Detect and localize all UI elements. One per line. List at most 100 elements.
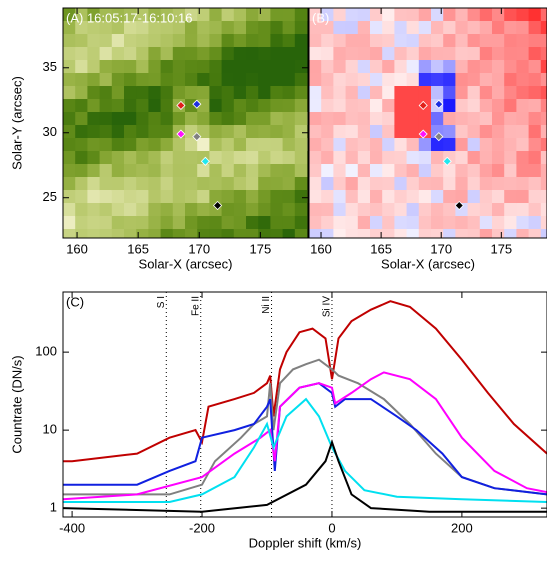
image-pixel [282,164,296,178]
image-pixel [233,60,247,74]
marker [442,156,452,166]
image-pixel [382,99,395,113]
image-pixel [540,73,547,87]
image-pixel [258,34,271,48]
image-pixel [282,216,296,230]
x-tick-label: 160 [66,241,88,256]
image-pixel [309,47,322,61]
image-pixel [479,138,493,152]
image-pixel [258,86,271,100]
image-pixel [516,164,530,178]
image-pixel [172,8,186,22]
image-pixel [431,8,444,22]
plot-frame [308,7,547,239]
image-pixel [467,229,481,239]
image-pixel [172,229,186,239]
marker [213,200,223,211]
image-pixel [99,216,113,230]
image-pixel [418,151,432,165]
image-pixel [516,138,530,152]
image-pixel [357,34,371,48]
image-pixel [370,8,383,22]
image-pixel [370,47,383,61]
image-pixel [160,34,174,48]
image-pixel [294,34,308,48]
image-pixel [185,164,198,178]
image-pixel [160,164,174,178]
image-pixel [479,164,493,178]
image-pixel [406,151,420,165]
image-pixel [370,229,383,239]
image-pixel [185,34,198,48]
image-pixel [382,8,395,22]
image-pixel [418,190,432,204]
image-pixel [172,177,186,191]
image-pixel [148,125,162,139]
image-pixel [87,73,101,87]
image-pixel [111,229,125,239]
image-pixel [99,34,113,48]
image-pixel [370,190,383,204]
image-pixel [357,229,371,239]
image-pixel [357,177,371,191]
image-pixel [111,112,125,126]
image-pixel [492,190,505,204]
image-pixel [443,73,456,87]
image-pixel [540,125,547,139]
image-pixel [528,112,542,126]
image-pixel [270,151,284,165]
image-pixel [528,138,542,152]
image-pixel [479,73,493,87]
image-pixel [479,47,493,61]
image-pixel [467,86,481,100]
image-panel [309,8,547,239]
image-pixel [333,73,347,87]
image-pixel [136,47,149,61]
image-pixel [124,177,137,191]
image-pixel [246,138,259,152]
image-pixel [333,21,347,35]
image-pixel [394,203,408,217]
image-pixel [370,177,383,191]
image-pixel [431,112,444,126]
image-pixel [63,34,76,48]
image-pixel [99,138,113,152]
image-pixel [370,151,383,165]
image-pixel [209,164,223,178]
image-pixel [63,73,76,87]
image-pixel [492,47,505,61]
image-pixel [345,34,359,48]
image-pixel [357,216,371,230]
image-pixel [540,190,547,204]
image-pixel [479,86,493,100]
image-pixel [357,112,371,126]
image-pixel [406,73,420,87]
image-pixel [382,203,395,217]
image-pixel [282,229,296,239]
image-pixel [540,203,547,217]
plot-frame [62,7,309,239]
image-pixel [455,151,469,165]
image-pixel [504,86,517,100]
image-pixel [455,138,469,152]
image-pixel [111,8,125,22]
image-pixel [75,151,88,165]
image-pixel [136,203,149,217]
image-pixel [282,203,296,217]
image-pixel [75,60,88,74]
image-pixel [185,8,198,22]
image-pixel [382,86,395,100]
image-pixel [382,229,395,239]
image-pixel [467,47,481,61]
image-pixel [467,112,481,126]
image-pixel [258,99,271,113]
image-pixel [540,60,547,74]
image-pixel [443,86,456,100]
image-pixel [528,8,542,22]
image-pixel [309,21,322,35]
image-pixel [148,21,162,35]
image-pixel [528,164,542,178]
x-tick-label: -400 [59,520,85,535]
y-tick-label: 30 [43,124,57,139]
image-pixel [504,151,517,165]
